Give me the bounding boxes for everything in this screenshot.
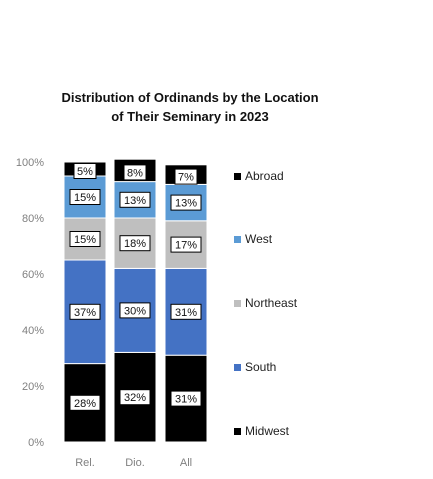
y-tick-label: 80% <box>22 213 44 225</box>
x-category-label: Rel. <box>75 457 95 469</box>
data-label: 30% <box>124 305 146 317</box>
y-tick-label: 20% <box>22 381 44 393</box>
legend-swatch-south <box>234 364 241 371</box>
data-label: 5% <box>77 166 93 178</box>
data-label-box <box>69 303 101 320</box>
data-label-box <box>69 189 101 205</box>
data-label-box <box>170 194 202 211</box>
legend-swatch-abroad <box>234 173 241 180</box>
y-tick-label: 0% <box>28 437 44 449</box>
data-label-box <box>123 164 147 181</box>
y-tick-label: 60% <box>22 269 44 281</box>
data-label-box <box>170 390 202 407</box>
data-label: 15% <box>74 234 96 246</box>
data-label-box <box>73 163 97 179</box>
legend-swatch-midwest <box>234 428 241 435</box>
data-label-box <box>119 191 151 208</box>
data-label: 8% <box>127 167 143 179</box>
data-label: 28% <box>74 398 96 410</box>
chart-title-line-2: of Their Seminary in 2023 <box>111 109 269 124</box>
chart-title: Distribution of Ordinands by the Locatio… <box>20 88 360 126</box>
legend-swatch-west <box>234 236 241 243</box>
y-tick-label: 100% <box>16 157 44 169</box>
y-tick-label: 40% <box>22 325 44 337</box>
data-label: 7% <box>178 172 194 184</box>
data-label-box <box>119 389 151 406</box>
data-label: 18% <box>124 238 146 250</box>
legend-label-south: South <box>245 360 276 374</box>
legend-label-midwest: Midwest <box>245 424 290 438</box>
data-label: 13% <box>175 198 197 210</box>
x-category-label: Dio. <box>125 457 145 469</box>
data-label: 17% <box>175 240 197 252</box>
data-label-box <box>69 231 101 247</box>
chart-title-line-1: Distribution of Ordinands by the Locatio… <box>61 90 319 105</box>
data-label: 15% <box>74 192 96 204</box>
data-label: 37% <box>74 307 96 319</box>
x-category-label: All <box>180 457 192 469</box>
data-label-box <box>119 235 151 252</box>
legend-label-west: West <box>245 232 273 246</box>
data-label-box <box>69 394 101 411</box>
legend-swatch-northeast <box>234 300 241 307</box>
data-label-box <box>174 168 198 185</box>
data-label-box <box>170 236 202 253</box>
legend-label-northeast: Northeast <box>245 296 298 310</box>
data-label: 31% <box>175 307 197 319</box>
legend-label-abroad: Abroad <box>245 169 284 183</box>
data-label: 32% <box>124 392 146 404</box>
data-label-box <box>119 302 151 319</box>
data-label-box <box>170 303 202 320</box>
data-label: 13% <box>124 195 146 207</box>
data-label: 31% <box>175 394 197 406</box>
